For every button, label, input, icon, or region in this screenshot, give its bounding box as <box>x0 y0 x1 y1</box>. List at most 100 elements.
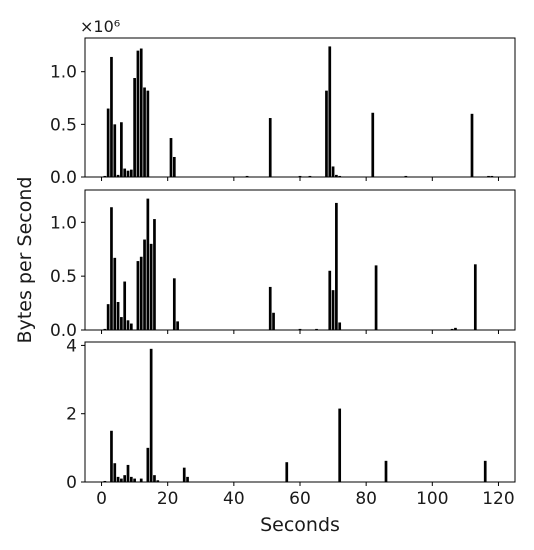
bar <box>139 256 143 330</box>
bar <box>110 430 113 482</box>
x-axis-label: Seconds <box>260 514 340 536</box>
bar <box>384 460 388 482</box>
y-tick-label: 2 <box>66 405 77 425</box>
bar <box>176 321 179 330</box>
panel-bottom-frame <box>84 341 516 483</box>
bar <box>487 175 490 177</box>
bar <box>106 304 110 330</box>
panel-top-bars <box>103 46 494 178</box>
bar <box>129 476 133 482</box>
bar <box>298 175 302 177</box>
panel-bottom: 0 2 4 0 20 40 60 80 100 120 <box>66 336 516 509</box>
bar <box>106 108 110 177</box>
bar <box>126 464 130 482</box>
bar <box>116 302 120 330</box>
bar <box>133 78 136 177</box>
panel-top-x-axis <box>101 177 499 181</box>
bar <box>335 202 338 330</box>
bar <box>149 243 153 330</box>
bar <box>126 170 130 177</box>
y-tick-label: 0.5 <box>50 267 77 287</box>
bar <box>149 348 153 482</box>
bar <box>371 112 375 177</box>
bar <box>338 322 342 330</box>
bar <box>483 460 487 482</box>
bar <box>285 462 289 482</box>
panel-middle-bars <box>103 198 477 330</box>
panel-bottom-y-axis: 0 2 4 <box>66 336 85 493</box>
bar <box>473 264 477 330</box>
panel-bottom-bars <box>103 348 487 482</box>
panel-bottom-x-axis: 0 20 40 60 80 100 120 <box>96 482 515 509</box>
bar <box>129 323 133 330</box>
y-tick-label: 0 <box>66 473 77 493</box>
bar <box>328 46 332 177</box>
bar <box>338 175 342 177</box>
bar <box>120 317 123 330</box>
bar <box>146 198 150 330</box>
x-tick-label: 40 <box>223 489 245 509</box>
bar <box>172 156 176 177</box>
bar <box>338 408 342 482</box>
bar <box>374 265 378 330</box>
bar <box>110 56 113 178</box>
x-tick-label: 80 <box>355 489 377 509</box>
bar <box>123 281 127 330</box>
bar <box>328 270 332 330</box>
bar <box>143 239 146 330</box>
bar <box>123 168 127 177</box>
bar <box>133 478 136 482</box>
bar <box>331 166 335 177</box>
y-tick-label: 4 <box>66 336 77 356</box>
bar <box>268 118 272 177</box>
bar <box>298 328 302 330</box>
bar <box>129 169 133 177</box>
x-tick-label: 120 <box>482 489 514 509</box>
bar <box>139 478 143 482</box>
x-tick-label: 20 <box>157 489 179 509</box>
bar <box>113 124 117 177</box>
y-tick-label: 0.0 <box>50 168 77 188</box>
bar <box>103 480 107 482</box>
y-tick-label: 1.0 <box>50 213 77 233</box>
bar <box>325 90 328 177</box>
y-tick-label: 1.0 <box>50 63 77 83</box>
bar <box>126 320 130 330</box>
bar <box>136 50 140 177</box>
bar <box>146 90 150 177</box>
bar <box>103 328 107 330</box>
bar <box>123 475 127 482</box>
bar <box>113 257 117 330</box>
bar <box>335 174 338 177</box>
x-tick-label: 0 <box>96 489 107 509</box>
y-axis-label: Bytes per Second <box>14 177 36 344</box>
bar <box>116 476 120 482</box>
bar <box>136 261 140 330</box>
bar <box>120 478 123 482</box>
bar <box>331 290 335 330</box>
panel-middle-frame <box>84 189 516 331</box>
bar <box>490 175 494 177</box>
x-tick-label: 60 <box>289 489 311 509</box>
bar <box>182 467 186 482</box>
bar <box>110 207 113 330</box>
bar <box>172 278 176 330</box>
bar <box>308 175 312 177</box>
panel-top-y-axis: 0.0 0.5 1.0 <box>50 63 85 188</box>
bar <box>156 480 160 482</box>
bar <box>153 475 156 482</box>
panel-middle-x-axis <box>101 330 499 334</box>
y-offset-label: ×10⁶ <box>80 17 120 36</box>
bar <box>245 175 249 177</box>
bar <box>272 312 275 330</box>
y-tick-label: 0.0 <box>50 321 77 341</box>
panel-middle-y-axis: 0.0 0.5 1.0 <box>50 213 85 341</box>
bar <box>450 328 454 330</box>
bar <box>139 48 143 177</box>
bar <box>186 476 189 482</box>
bar <box>103 175 107 177</box>
panel-top: 0.0 0.5 1.0 ×10⁶ <box>50 17 516 188</box>
y-tick-label: 0.5 <box>50 115 77 135</box>
bar <box>268 286 272 330</box>
